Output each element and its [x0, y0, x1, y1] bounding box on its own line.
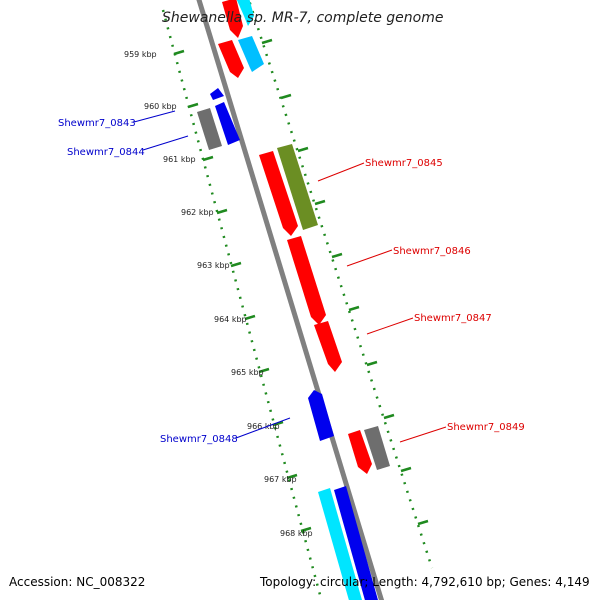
tick-label-962: 962 kbp	[181, 208, 214, 217]
gene-blue-bottom[interactable]	[334, 486, 378, 600]
gene-Shewmr7_0846[interactable]	[287, 236, 326, 325]
gene-label-Shewmr7_0843[interactable]: Shewmr7_0843	[58, 118, 136, 129]
tick-label-960: 960 kbp	[144, 102, 177, 111]
gene-Shewmr7_0845[interactable]	[277, 144, 318, 230]
gene-Shewmr7_0849-red[interactable]	[348, 430, 372, 474]
tick-label-959: 959 kbp	[124, 50, 157, 59]
tick-label-964: 964 kbp	[214, 315, 247, 324]
gene-cyan-upper[interactable]	[238, 36, 264, 72]
gene-label-Shewmr7_0845[interactable]: Shewmr7_0845	[365, 158, 443, 169]
tick-label-961: 961 kbp	[163, 155, 196, 164]
tick-labels: 959 kbp 960 kbp 961 kbp 962 kbp 963 kbp …	[124, 50, 313, 538]
gene-Shewmr7_0844[interactable]	[215, 102, 240, 145]
inner-major-ticks	[173, 49, 312, 533]
gene-red-top[interactable]	[222, 0, 243, 38]
tick-label-967: 967 kbp	[264, 475, 297, 484]
gene-labels: Shewmr7_0843 Shewmr7_0844 Shewmr7_0845 S…	[58, 118, 525, 445]
gene-label-Shewmr7_0849[interactable]: Shewmr7_0849	[447, 422, 525, 433]
outer-dotted-track	[247, 0, 434, 569]
gene-Shewmr7_0844-gray[interactable]	[197, 108, 222, 150]
gene-label-Shewmr7_0848[interactable]: Shewmr7_0848	[160, 434, 238, 445]
label-leaders	[133, 110, 447, 443]
outer-major-ticks	[261, 38, 429, 526]
gene-label-Shewmr7_0847[interactable]: Shewmr7_0847	[414, 313, 492, 324]
gene-cyan-bottom[interactable]	[318, 488, 362, 600]
gene-Shewmr7_0848[interactable]	[308, 390, 334, 441]
accession-text: Accession: NC_008322	[9, 575, 145, 589]
map-title: Shewanella sp. MR-7, complete genome	[162, 10, 443, 26]
gene-label-Shewmr7_0846[interactable]: Shewmr7_0846	[393, 246, 471, 257]
gene-Shewmr7_0849[interactable]	[364, 426, 390, 470]
gene-red-upper[interactable]	[218, 40, 244, 78]
gene-Shewmr7_0847[interactable]	[314, 321, 342, 372]
gene-Shewmr7_0843[interactable]	[210, 88, 224, 100]
gene-cyan-top[interactable]	[236, 0, 254, 26]
tick-label-963: 963 kbp	[197, 261, 230, 270]
genome-summary-text: Topology: circular; Length: 4,792,610 bp…	[259, 575, 590, 589]
gene-label-Shewmr7_0844[interactable]: Shewmr7_0844	[67, 147, 145, 158]
tick-label-965: 965 kbp	[231, 368, 264, 377]
gene-red-0845a[interactable]	[259, 151, 298, 236]
inner-dotted-track	[161, 9, 323, 600]
genome-backbone	[196, 0, 385, 600]
tick-label-966: 966 kbp	[247, 422, 280, 431]
tick-label-968: 968 kbp	[280, 529, 313, 538]
